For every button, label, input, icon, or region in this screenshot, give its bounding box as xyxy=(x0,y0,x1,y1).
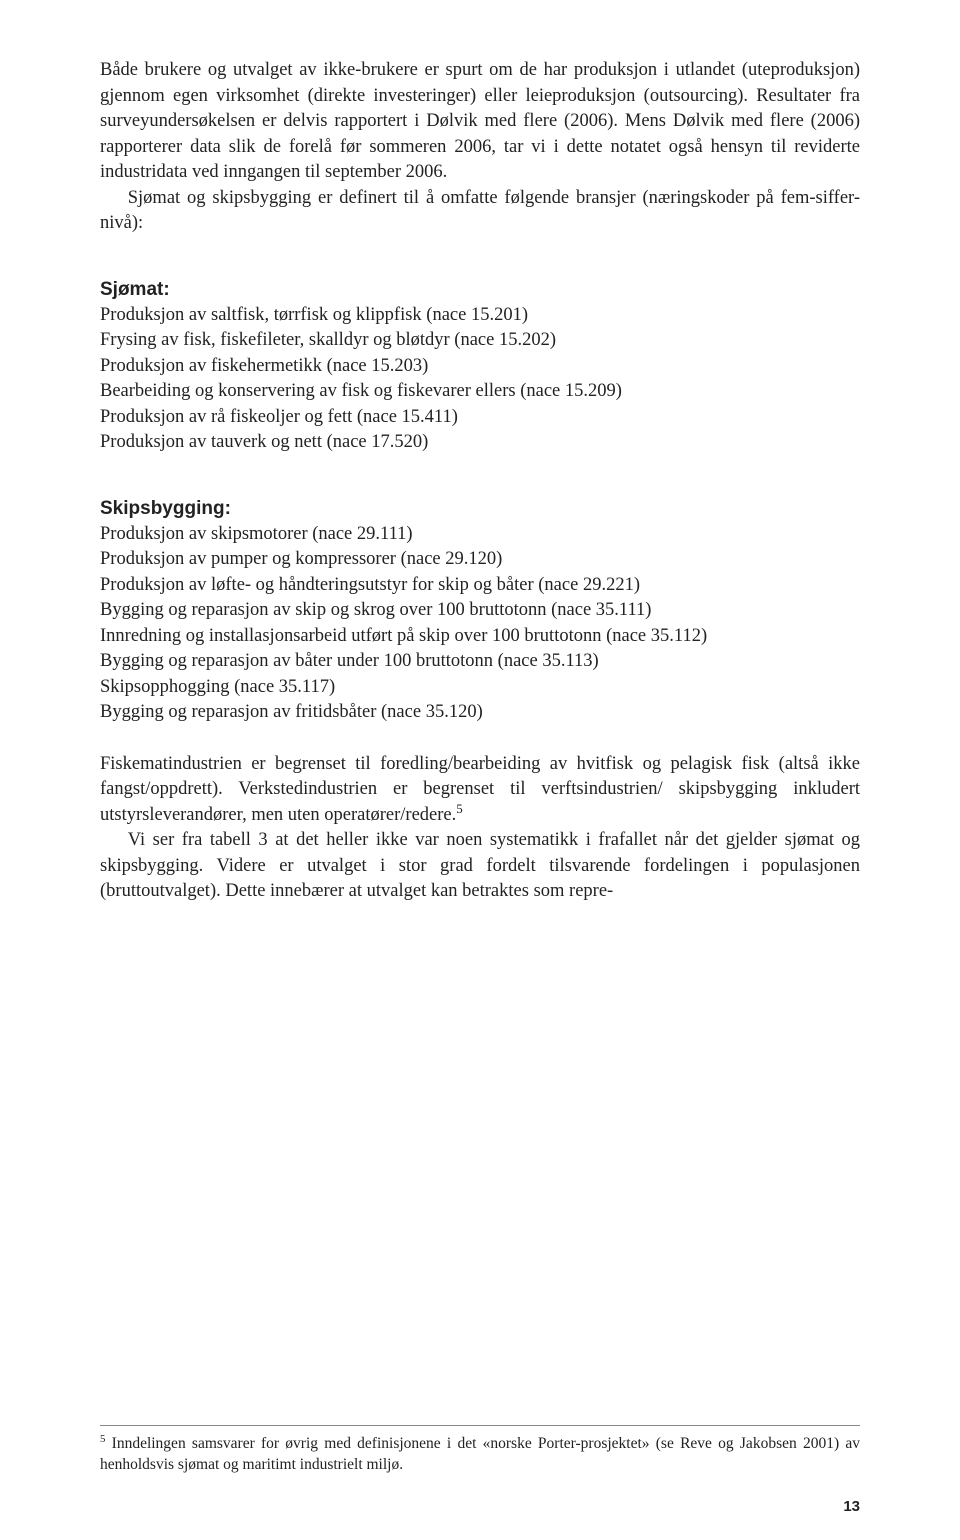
sjomat-line: Produksjon av fiskehermetikk (nace 15.20… xyxy=(100,354,860,380)
footnote-text: Inndelingen samsvarer for øvrig med defi… xyxy=(100,1435,860,1473)
sjomat-line: Frysing av fisk, fiskefileter, skalldyr … xyxy=(100,328,860,354)
skipsbygging-line: Bygging og reparasjon av båter under 100… xyxy=(100,649,860,675)
intro-paragraph-1: Både brukere og utvalget av ikke-brukere… xyxy=(100,58,860,186)
skipsbygging-line: Produksjon av løfte- og håndteringsutsty… xyxy=(100,573,860,599)
closing-paragraph-2: Vi ser fra tabell 3 at det heller ikke v… xyxy=(100,828,860,905)
page-number: 13 xyxy=(843,1498,860,1515)
closing-text-1: Fiskematindustrien er begrenset til fore… xyxy=(100,754,860,825)
sjomat-heading: Sjømat: xyxy=(100,279,860,301)
skipsbygging-heading: Skipsbygging: xyxy=(100,498,860,520)
skipsbygging-line: Bygging og reparasjon av skip og skrog o… xyxy=(100,598,860,624)
skipsbygging-line: Bygging og reparasjon av fritidsbåter (n… xyxy=(100,700,860,726)
footnote: 5 Inndelingen samsvarer for øvrig med de… xyxy=(100,1425,860,1476)
skipsbygging-line: Produksjon av pumper og kompressorer (na… xyxy=(100,547,860,573)
skipsbygging-line: Skipsopphogging (nace 35.117) xyxy=(100,675,860,701)
closing-paragraph-1: Fiskematindustrien er begrenset til fore… xyxy=(100,752,860,829)
sjomat-line: Produksjon av rå fiskeoljer og fett (nac… xyxy=(100,405,860,431)
sjomat-line: Produksjon av saltfisk, tørrfisk og klip… xyxy=(100,303,860,329)
skipsbygging-line: Produksjon av skipsmotorer (nace 29.111) xyxy=(100,522,860,548)
sjomat-line: Bearbeiding og konservering av fisk og f… xyxy=(100,379,860,405)
sjomat-line: Produksjon av tauverk og nett (nace 17.5… xyxy=(100,430,860,456)
skipsbygging-line: Innredning og installasjonsarbeid utført… xyxy=(100,624,860,650)
footnote-ref: 5 xyxy=(456,801,462,816)
intro-paragraph-2: Sjømat og skipsbygging er definert til å… xyxy=(100,186,860,237)
